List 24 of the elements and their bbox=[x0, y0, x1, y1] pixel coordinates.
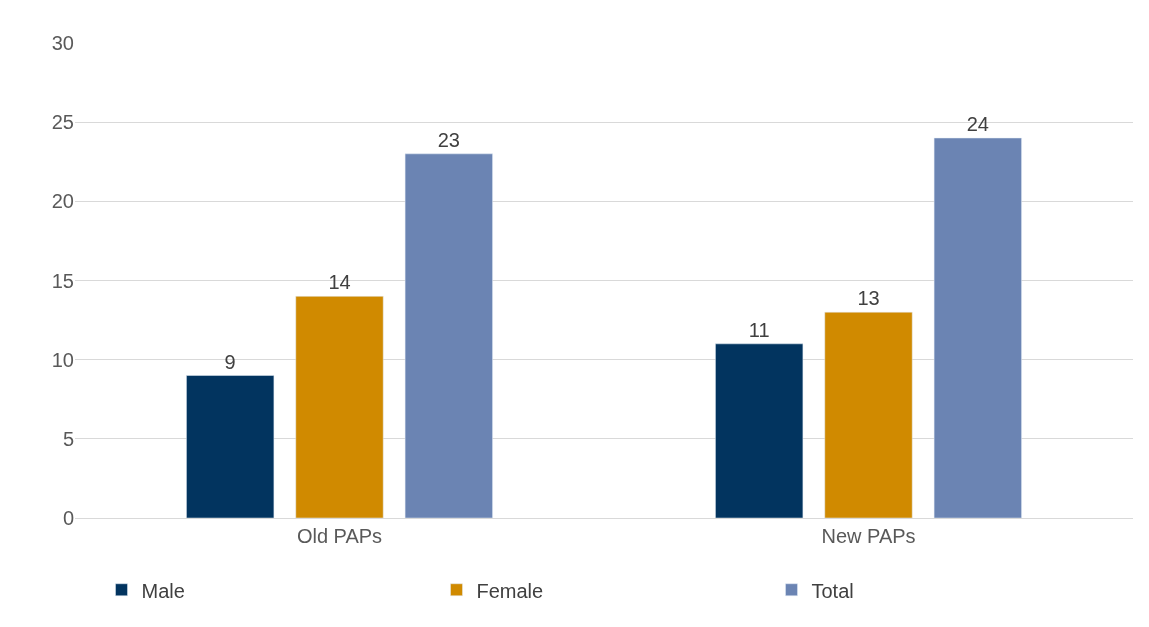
data-label: 24 bbox=[966, 113, 989, 135]
y-tick-label: 30 bbox=[51, 32, 74, 54]
bar bbox=[933, 137, 1022, 518]
bar bbox=[715, 343, 804, 518]
y-tick-label: 25 bbox=[51, 111, 74, 134]
y-tick-label: 5 bbox=[62, 427, 74, 450]
data-label: 14 bbox=[328, 271, 351, 294]
bar bbox=[186, 375, 275, 518]
legend-label: Female bbox=[476, 579, 544, 602]
data-label: 9 bbox=[224, 350, 236, 373]
bar bbox=[824, 311, 913, 518]
bar bbox=[404, 153, 493, 518]
bar bbox=[295, 296, 384, 518]
y-tick-label: 20 bbox=[51, 190, 74, 213]
data-label: 13 bbox=[857, 287, 880, 310]
x-tick-label: New PAPs bbox=[821, 525, 916, 547]
data-label: 23 bbox=[437, 128, 460, 151]
y-tick-label: 0 bbox=[62, 507, 74, 529]
y-tick-label: 15 bbox=[51, 269, 74, 292]
x-tick-label: Old PAPs bbox=[296, 525, 383, 547]
data-label: 11 bbox=[748, 318, 770, 341]
legend-label: Male bbox=[141, 579, 185, 602]
y-tick-label: 10 bbox=[51, 348, 74, 371]
legend-label: Total bbox=[811, 579, 854, 602]
